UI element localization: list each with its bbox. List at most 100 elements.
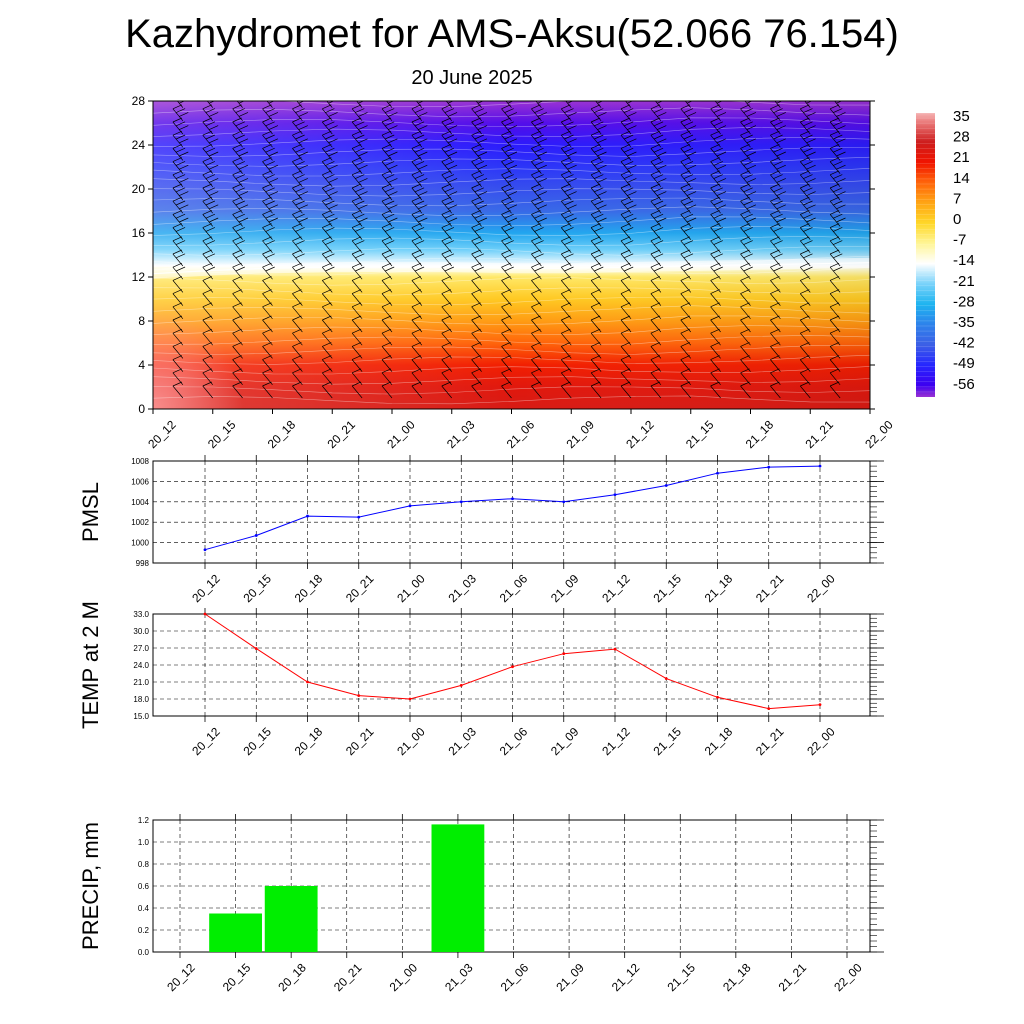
- wind-barb: [262, 117, 279, 135]
- wind-barb: [829, 302, 841, 320]
- wind-barb: [262, 289, 273, 306]
- wind-barb: [262, 223, 275, 240]
- wind-barb: [770, 130, 786, 148]
- wind-barb: [799, 328, 811, 346]
- wind-barb: [770, 368, 781, 386]
- wind-barb: [740, 236, 753, 254]
- wind-barb: [680, 302, 692, 320]
- wind-barb: [202, 223, 216, 240]
- wind-barb: [560, 368, 572, 386]
- wind-barb: [650, 249, 664, 267]
- wind-barb: [590, 262, 604, 280]
- wind-barb: [650, 276, 662, 293]
- wind-barb: [834, 101, 843, 108]
- wind-barb: [620, 381, 632, 399]
- wind-barb: [650, 223, 664, 240]
- wind-barb: [531, 117, 547, 135]
- wind-barb: [501, 236, 514, 254]
- wind-barb: [172, 381, 184, 399]
- wind-barb: [321, 157, 338, 174]
- wind-barb: [774, 101, 783, 108]
- wind-barb: [441, 262, 455, 280]
- isotherm-line: [153, 334, 870, 345]
- wind-barb: [292, 302, 303, 320]
- pmsl-data-point: [716, 471, 719, 475]
- time-axis-tick-label: 21_12: [623, 417, 657, 451]
- isotherm-line: [153, 235, 870, 246]
- surface-warm-core: [153, 310, 243, 409]
- wind-barb: [620, 157, 637, 174]
- wind-barb: [471, 130, 488, 148]
- wind-barb: [471, 289, 482, 306]
- wind-barb: [172, 355, 184, 372]
- isotherm-line: [153, 168, 870, 177]
- colorbar-label: 7: [953, 190, 961, 207]
- colorbar-label: -14: [953, 252, 975, 269]
- wind-barb: [441, 144, 458, 161]
- wind-barb: [710, 302, 721, 320]
- wind-barb: [321, 130, 338, 148]
- wind-barb: [740, 368, 751, 386]
- wind-barb: [740, 289, 751, 306]
- wind-barb: [590, 117, 607, 135]
- wind-barb: [740, 262, 753, 280]
- pmsl-x-tick-label: 21_21: [753, 571, 787, 605]
- temp2m-x-tick-label: 21_18: [702, 724, 736, 758]
- isotherm-line: [153, 188, 870, 197]
- wind-barb: [560, 262, 574, 280]
- temp2m-x-tick-label: 21_21: [753, 724, 787, 758]
- wind-barb: [804, 101, 813, 108]
- wind-barb: [829, 130, 846, 148]
- wind-barb: [172, 342, 184, 359]
- wind-barb: [620, 236, 634, 254]
- wind-barb: [560, 289, 572, 306]
- wind-barb: [620, 117, 637, 135]
- wind-barb: [321, 223, 335, 240]
- wind-barb: [232, 104, 249, 122]
- wind-barb: [411, 223, 425, 240]
- wind-barb: [740, 157, 757, 174]
- temp2m-data-point: [716, 695, 719, 699]
- wind-barb: [232, 117, 249, 135]
- wind-barb: [680, 355, 692, 372]
- pmsl-y-tick-label: 1002: [131, 518, 149, 527]
- wind-barb: [381, 276, 393, 293]
- wind-barb: [262, 183, 279, 201]
- precip-bar: [264, 886, 318, 952]
- colorbar-label: -42: [953, 335, 975, 352]
- pmsl-x-tick-label: 21_18: [702, 571, 736, 605]
- wind-barb: [262, 210, 279, 227]
- wind-barb: [620, 183, 637, 201]
- pmsl-y-tick-label: 1008: [131, 457, 149, 466]
- wind-barb: [560, 183, 577, 201]
- wind-barb: [236, 101, 245, 108]
- wind-barb: [799, 183, 816, 201]
- wind-barb: [351, 262, 365, 280]
- wind-barb: [351, 355, 363, 372]
- wind-barb: [799, 130, 816, 148]
- wind-barb: [650, 130, 667, 148]
- wind-barb: [232, 289, 243, 306]
- temp2m-x-tick-label: 21_00: [394, 724, 428, 758]
- wind-barb: [172, 196, 189, 214]
- wind-barb: [172, 144, 189, 161]
- wind-barb: [620, 223, 634, 240]
- isotherm-line: [153, 101, 870, 108]
- wind-barb: [799, 342, 811, 359]
- isotherm-line: [153, 147, 870, 157]
- wind-barb: [202, 249, 216, 267]
- wind-barb: [799, 223, 813, 240]
- wind-barb: [202, 342, 214, 359]
- wind-barb: [411, 157, 428, 174]
- wind-barb: [441, 328, 453, 346]
- wind-barb: [829, 236, 843, 254]
- pmsl-data-point: [408, 504, 412, 508]
- temp2m-data-point: [357, 694, 361, 697]
- wind-barb: [202, 196, 219, 214]
- wind-barb: [441, 170, 458, 188]
- temp2m-y-tick-label: 27.0: [133, 644, 149, 653]
- wind-barb: [799, 236, 813, 254]
- wind-barb: [710, 223, 723, 240]
- wind-barb: [770, 276, 781, 293]
